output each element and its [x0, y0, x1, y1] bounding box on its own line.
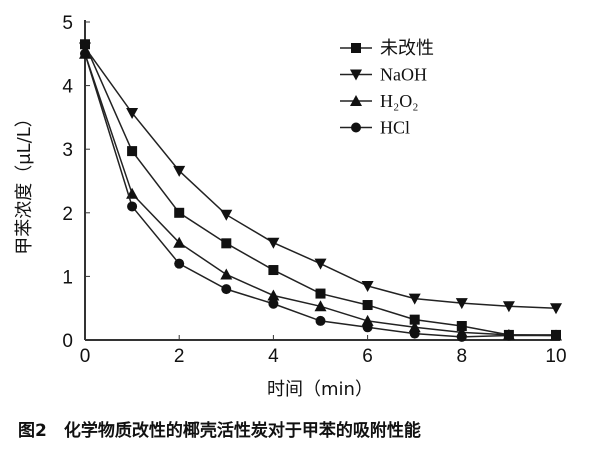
x-tick-label: 4: [268, 346, 279, 367]
data-point: [268, 265, 279, 276]
data-point: [220, 268, 233, 280]
data-point: [220, 209, 233, 221]
legend-label: HCl: [380, 118, 410, 138]
data-point: [268, 298, 279, 309]
data-point: [80, 48, 90, 59]
data-point: [409, 314, 420, 325]
x-tick-label: 0: [80, 346, 91, 367]
data-point: [408, 321, 421, 333]
data-point: [314, 258, 327, 270]
x-tick-label: 8: [457, 346, 468, 367]
y-tick-label: 5: [62, 13, 73, 34]
y-tick-label: 2: [62, 204, 73, 225]
data-point: [221, 238, 232, 249]
data-point: [127, 146, 138, 157]
x-tick-label: 2: [174, 346, 185, 367]
data-point: [455, 298, 468, 310]
data-point: [315, 288, 326, 299]
data-point: [502, 301, 515, 313]
series-0: [80, 39, 561, 340]
data-point: [267, 289, 280, 301]
data-point: [267, 237, 280, 249]
data-point: [409, 328, 420, 339]
legend-marker: [351, 122, 361, 133]
data-point: [362, 322, 373, 333]
y-axis-label: 甲苯浓度（μL/L）: [14, 109, 35, 255]
y-tick-label: 0: [62, 331, 73, 352]
data-point: [408, 293, 421, 305]
data-point: [126, 107, 139, 119]
data-point: [362, 300, 373, 311]
data-point: [127, 201, 138, 212]
data-point: [456, 321, 467, 332]
data-point: [361, 314, 374, 326]
data-point: [314, 300, 327, 312]
legend-marker: [351, 43, 361, 53]
series-1: [79, 42, 562, 315]
x-tick-label: 10: [545, 346, 566, 367]
legend-label: H₂O₂: [380, 91, 419, 111]
series-3: [80, 48, 561, 342]
data-point: [361, 280, 374, 292]
data-point: [174, 258, 185, 269]
data-point: [551, 330, 561, 341]
data-point: [503, 330, 514, 341]
data-point: [173, 236, 186, 248]
data-point: [174, 207, 185, 218]
data-point: [221, 284, 232, 295]
data-point: [550, 303, 562, 315]
x-tick-label: 6: [362, 346, 373, 367]
legend-label: NaOH: [380, 65, 427, 85]
legend-label: 未改性: [380, 38, 434, 58]
data-point: [456, 331, 467, 342]
legend-marker: [350, 95, 362, 106]
data-point: [315, 315, 326, 326]
y-tick-label: 1: [62, 267, 73, 288]
x-axis-label: 时间（min）: [267, 379, 373, 400]
y-tick-label: 3: [62, 140, 73, 161]
data-point: [173, 165, 186, 177]
figure-caption: 图2 化学物质改性的椰壳活性炭对于甲苯的吸附性能: [18, 420, 421, 441]
legend-marker: [350, 69, 362, 81]
y-tick-label: 4: [62, 77, 73, 98]
